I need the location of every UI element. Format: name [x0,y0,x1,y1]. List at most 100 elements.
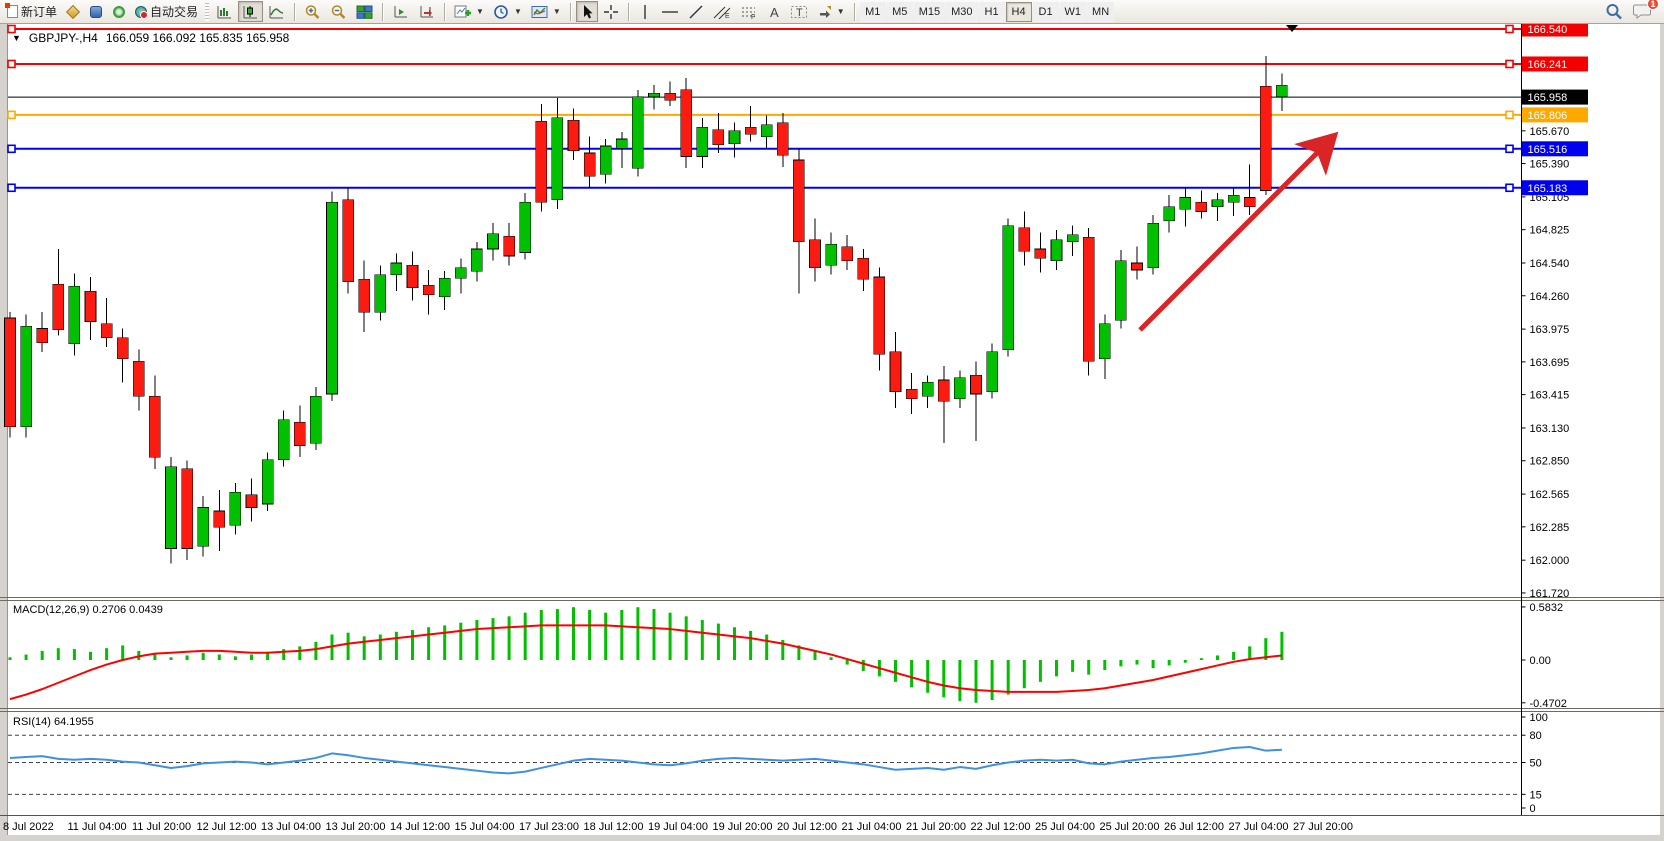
line-anchor-handle[interactable] [7,59,16,69]
window-bottom-edge [0,835,1664,841]
bear-candle [36,328,49,343]
chat-button[interactable]: 1 [1628,0,1659,22]
signals-button[interactable] [108,1,130,22]
bear-candle [680,89,693,157]
timeframe-button-W1[interactable]: W1 [1059,1,1087,22]
chart-shift-button[interactable] [414,1,439,22]
line-anchor-handle[interactable] [7,24,16,34]
bear-candle [358,279,371,313]
rsi-tick-label: 100 [1530,712,1548,724]
bull-candle [1099,323,1111,360]
macd-histogram-bar [24,654,28,660]
macd-histogram-bar [346,632,350,660]
horizontal-line-button[interactable] [657,1,683,22]
macd-label: MACD(12,26,9) 0.2706 0.0439 [13,604,163,616]
line-anchor-handle[interactable] [1505,24,1514,34]
macd-histogram-bar [1119,660,1123,667]
macd-histogram-bar [8,657,12,660]
templates-icon [531,5,548,18]
zoom-in-button[interactable] [300,1,325,22]
equidistant-channel-button[interactable]: E [709,1,735,22]
line-anchor-handle[interactable] [7,183,16,193]
periods-icon [494,4,508,19]
vertical-line-button[interactable] [634,1,656,22]
fibonacci-button[interactable]: F [736,1,762,22]
new-order-button[interactable]: 新订单 [3,1,61,22]
notification-badge: 1 [1647,0,1659,10]
bull-candle [1002,225,1015,350]
timeframe-button-MN[interactable]: MN [1087,1,1115,22]
rsi-tick-label: 15 [1530,789,1542,801]
time-axis-label: 13 Jul 04:00 [261,821,321,833]
chart-window[interactable]: ▼ GBPJPY-,H4 166.059 166.092 165.835 165… [0,24,1664,841]
chart-shift-marker[interactable] [1286,25,1298,32]
line-chart-button[interactable] [264,1,289,22]
auto-scroll-button[interactable] [388,1,413,22]
price-tick-label: 162.000 [1530,555,1570,567]
price-badge [1522,107,1588,123]
search-button[interactable] [1601,1,1627,22]
trend-arrow-annotation[interactable] [1138,131,1339,332]
macd-tick-label: 0.5832 [1530,602,1564,614]
text-label-button[interactable]: T [786,1,812,22]
window-left-edge [0,24,7,835]
periods-button[interactable]: ▼ [489,1,526,22]
macd-tick-label: -0.4702 [1530,698,1567,710]
zoom-in-icon [305,4,320,19]
price-badge-label: 166.540 [1528,24,1568,36]
line-anchor-handle[interactable] [1505,59,1514,69]
chart-title-collapse-icon[interactable]: ▼ [12,33,21,43]
templates-button[interactable]: ▼ [527,1,565,22]
macd-series [8,607,1284,703]
cursor-button[interactable] [575,1,598,22]
vertical-line-icon [644,4,646,19]
bar-chart-button[interactable] [212,1,237,22]
bull-candle [165,466,177,549]
macd-histogram-bar [507,616,511,660]
timeframe-button-M30[interactable]: M30 [946,1,978,22]
line-anchor-handle[interactable] [1505,183,1514,193]
trendline-button[interactable] [684,1,708,22]
macd-histogram-bar [169,657,173,660]
price-tick-label: 165.670 [1530,126,1570,138]
macd-histogram-bar [72,649,76,660]
rsi-line [9,746,1282,775]
price-badge [1522,24,1588,37]
market-watch-button[interactable] [85,1,107,22]
timeframe-button-H1[interactable]: H1 [978,1,1005,22]
line-anchor-handle[interactable] [7,110,16,120]
add-indicator-button[interactable]: ▼ [450,1,488,22]
autotrading-button[interactable]: 自动交易 [131,1,202,22]
timeframe-button-M5[interactable]: M5 [886,1,913,22]
arrows-button[interactable]: ▼ [813,1,849,22]
line-anchor-handle[interactable] [7,144,16,154]
macd-tick-label: 0.00 [1530,655,1551,667]
bull-candle [454,267,467,279]
macd-histogram-bar [652,609,656,660]
timeframe-button-M1[interactable]: M1 [859,1,886,22]
bull-candle [438,277,451,298]
toolbar-separator [853,2,855,21]
macd-histogram-bar [40,650,44,660]
tile-windows-button[interactable] [352,1,377,22]
timeframe-button-M15[interactable]: M15 [913,1,946,22]
bear-candle [1260,86,1272,191]
chart-canvas[interactable]: 166.515166.230165.950165.670165.390165.1… [0,24,1664,841]
timeframe-button-H4[interactable]: H4 [1005,1,1032,22]
macd-histogram-bar [378,634,382,660]
zoom-out-button[interactable] [326,1,351,22]
macd-histogram-bar [89,651,92,660]
chart-shift-icon [420,5,434,17]
macd-histogram-bar [845,660,849,665]
svg-text:T: T [796,7,803,19]
history-button[interactable] [62,1,84,22]
bull-candle [20,325,32,428]
line-anchor-handle[interactable] [1505,144,1514,154]
line-anchor-handle[interactable] [1505,110,1514,120]
price-badge-label: 165.958 [1528,92,1568,104]
rsi-tick-label: 50 [1530,758,1542,770]
text-button[interactable]: A [763,1,785,22]
crosshair-button[interactable] [599,1,623,22]
candlestick-chart-button[interactable] [238,1,264,22]
timeframe-button-D1[interactable]: D1 [1032,1,1059,22]
